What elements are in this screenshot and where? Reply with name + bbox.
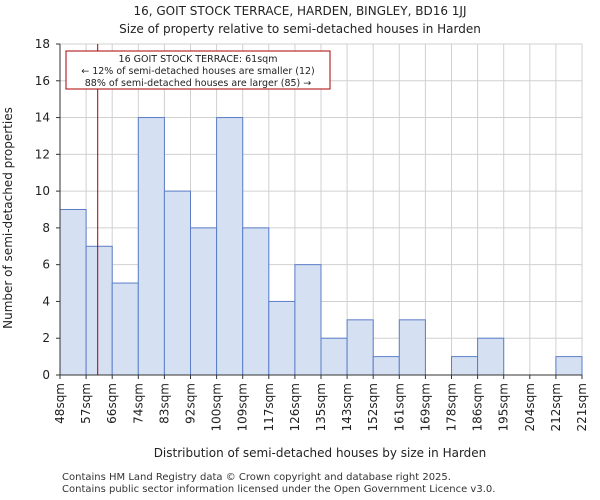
bars-group [59, 117, 583, 376]
x-tick-label: 195sqm [497, 383, 511, 431]
y-tick-label: 10 [35, 184, 50, 198]
x-tick-label: 221sqm [575, 383, 589, 431]
bar [137, 117, 165, 376]
y-tick-label: 18 [35, 37, 50, 51]
bar [242, 227, 270, 376]
annotation-line: 16 GOIT STOCK TERRACE: 61sqm [119, 54, 278, 65]
x-tick-label: 135sqm [314, 383, 328, 431]
chart-subtitle: Size of property relative to semi-detach… [119, 22, 481, 36]
bar [555, 356, 583, 376]
x-tick-label: 178sqm [445, 383, 459, 431]
x-tick-label: 117sqm [262, 383, 276, 431]
y-tick-label: 16 [35, 74, 50, 88]
y-tick-label: 8 [42, 221, 50, 235]
x-tick-label: 204sqm [523, 383, 537, 431]
y-tick-label: 14 [35, 111, 50, 125]
x-tick-label: 74sqm [131, 383, 145, 424]
annotation-line: ← 12% of semi-detached houses are smalle… [81, 66, 315, 77]
y-tick-labels: 0 2 4 6 8 10 12 14 16 18 [35, 37, 60, 382]
y-axis-label: Number of semi-detached properties [1, 107, 15, 329]
x-tick-label: 83sqm [157, 383, 171, 424]
y-tick-label: 2 [42, 331, 50, 345]
x-tick-label: 161sqm [392, 383, 406, 431]
y-tick-label: 12 [35, 147, 50, 161]
footer-line-1: Contains HM Land Registry data © Crown c… [62, 472, 451, 483]
bar [294, 264, 322, 376]
bar [216, 117, 244, 376]
bar [85, 245, 113, 376]
annotation-box: 16 GOIT STOCK TERRACE: 61sqm← 12% of sem… [65, 50, 331, 90]
annotation-line: 88% of semi-detached houses are larger (… [85, 78, 312, 89]
bar [320, 337, 348, 376]
bar [346, 319, 374, 376]
x-axis-label: Distribution of semi-detached houses by … [154, 446, 487, 460]
x-tick-label: 143sqm [340, 383, 354, 431]
bar [477, 337, 505, 376]
bar [451, 356, 479, 376]
x-tick-label: 100sqm [210, 383, 224, 431]
x-tick-label: 152sqm [366, 383, 380, 431]
x-tick-label: 48sqm [53, 383, 67, 424]
bar [372, 356, 400, 376]
annotation-frame [65, 50, 331, 90]
x-tick-label: 169sqm [418, 383, 432, 431]
y-tick-label: 6 [42, 258, 50, 272]
x-tick-labels: 48sqm 57sqm 66sqm 74sqm 83sqm 92sqm 100sqm 109s… [53, 375, 589, 431]
x-tick-label: 126sqm [288, 383, 302, 431]
x-tick-label: 92sqm [184, 383, 198, 424]
x-tick-label: 57sqm [79, 383, 93, 424]
x-tick-label: 212sqm [549, 383, 563, 431]
x-tick-label: 66sqm [105, 383, 119, 424]
bar [268, 300, 296, 376]
bar [163, 190, 191, 376]
bar [59, 209, 87, 376]
bar [398, 319, 426, 376]
bar [111, 282, 139, 376]
y-tick-label: 4 [42, 294, 50, 308]
x-tick-label: 186sqm [471, 383, 485, 431]
footer-line-2: Contains public sector information licen… [62, 484, 496, 495]
bar [190, 227, 218, 376]
x-tick-label: 109sqm [236, 383, 250, 431]
chart-title: 16, GOIT STOCK TERRACE, HARDEN, BINGLEY,… [133, 4, 466, 18]
y-tick-label: 0 [42, 368, 50, 382]
